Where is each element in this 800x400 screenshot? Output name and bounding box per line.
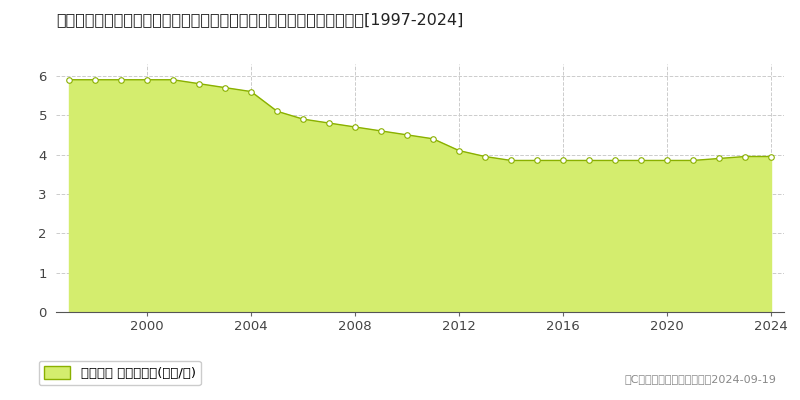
Text: 福島県西白河郡中島村大字滑津字二ツ山３６番１　公示地価　地価推移[1997-2024]: 福島県西白河郡中島村大字滑津字二ツ山３６番１ 公示地価 地価推移[1997-20… bbox=[56, 12, 463, 27]
Text: （C）土地価格ドットコム　2024-09-19: （C）土地価格ドットコム 2024-09-19 bbox=[624, 374, 776, 384]
Legend: 公示地価 平均坪単価(万円/坪): 公示地価 平均坪単価(万円/坪) bbox=[38, 361, 201, 386]
